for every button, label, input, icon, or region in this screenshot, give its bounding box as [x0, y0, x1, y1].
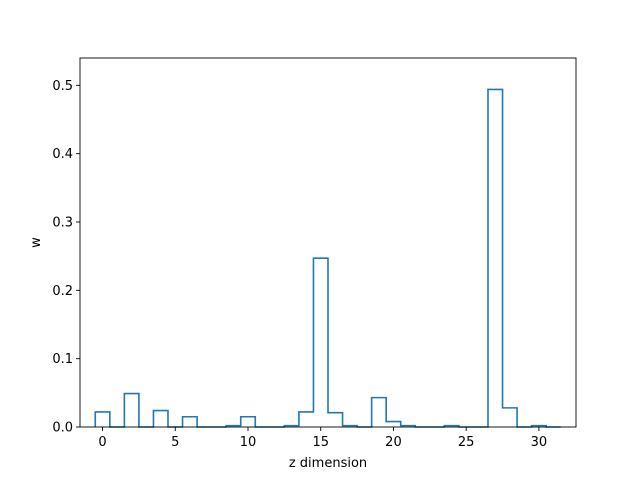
y-tick-label: 0.1 [52, 352, 73, 367]
x-tick-label: 25 [458, 435, 475, 450]
y-tick-label: 0.2 [52, 284, 73, 299]
plot-area [94, 88, 561, 428]
x-tick-label: 10 [240, 435, 257, 450]
x-tick-label: 20 [385, 435, 402, 450]
x-tick-label: 30 [531, 435, 548, 450]
x-tick-label: 5 [171, 435, 179, 450]
x-axis: 0 5 10 15 20 25 30 [98, 427, 547, 450]
series-step-line [94, 88, 561, 428]
axes-frame [79, 57, 577, 428]
y-axis: 0.0 0.1 0.2 0.3 0.4 0.5 [52, 79, 80, 436]
y-tick-label: 0.5 [52, 79, 73, 94]
y-axis-label: w [29, 237, 44, 248]
x-tick-label: 0 [98, 435, 106, 450]
x-tick-label: 15 [312, 435, 329, 450]
y-tick-label: 0.3 [52, 216, 73, 231]
y-tick-label: 0.4 [52, 147, 73, 162]
x-axis-label: z dimension [289, 456, 367, 471]
y-tick-label: 0.0 [52, 421, 73, 436]
